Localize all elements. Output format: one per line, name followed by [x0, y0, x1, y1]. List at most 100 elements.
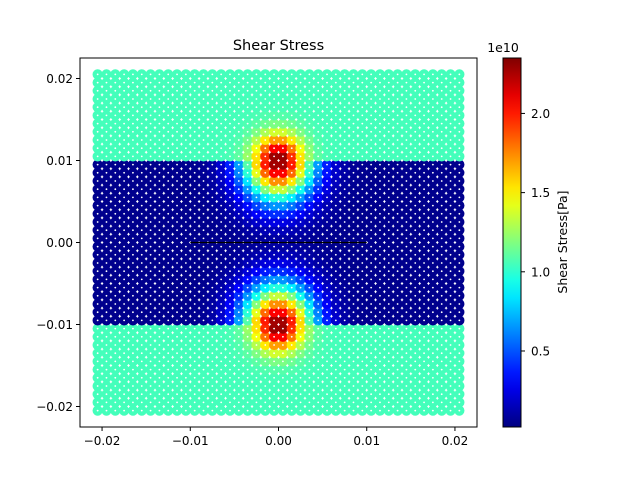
node-marker	[167, 130, 170, 133]
node-marker	[184, 155, 187, 158]
node-marker	[405, 212, 408, 215]
node-marker	[458, 385, 461, 387]
node-marker	[105, 237, 108, 240]
node-marker	[282, 278, 284, 281]
node-marker	[458, 294, 461, 297]
node-marker	[149, 147, 152, 150]
node-marker	[405, 188, 408, 191]
node-marker	[334, 245, 337, 248]
node-marker	[193, 344, 196, 346]
node-marker	[370, 229, 373, 232]
node-marker	[299, 278, 302, 281]
node-marker	[202, 245, 205, 248]
node-marker	[105, 352, 108, 355]
node-marker	[246, 106, 249, 109]
node-marker	[370, 106, 373, 109]
node-marker	[334, 237, 337, 240]
colorbar-tick-label: 2.0	[531, 107, 550, 121]
node-marker	[167, 245, 170, 248]
node-marker	[229, 180, 231, 182]
node-marker	[440, 311, 443, 314]
node-marker	[458, 360, 461, 363]
node-marker	[431, 106, 434, 109]
node-marker	[264, 376, 267, 379]
node-marker	[361, 122, 364, 125]
node-marker	[282, 106, 284, 109]
node-marker	[114, 212, 117, 215]
node-marker	[176, 278, 178, 281]
node-marker	[317, 130, 320, 133]
node-marker	[211, 262, 214, 264]
node-marker	[423, 130, 425, 133]
node-marker	[352, 139, 355, 141]
node-marker	[334, 163, 337, 166]
node-marker	[352, 204, 355, 207]
node-marker	[105, 221, 108, 223]
node-marker	[264, 262, 267, 264]
node-marker	[396, 171, 399, 174]
node-marker	[184, 385, 187, 387]
node-marker	[123, 262, 126, 264]
node-marker	[317, 196, 320, 199]
node-marker	[423, 114, 425, 117]
node-marker	[370, 221, 373, 223]
node-marker	[114, 344, 117, 346]
node-marker	[290, 245, 293, 248]
node-marker	[361, 180, 364, 182]
node-marker	[290, 303, 293, 305]
node-marker	[290, 376, 293, 379]
node-marker	[379, 385, 381, 387]
node-marker	[140, 147, 143, 150]
node-marker	[396, 155, 399, 158]
node-marker	[379, 376, 381, 379]
node-marker	[343, 385, 346, 387]
node-marker	[273, 98, 275, 100]
node-marker	[396, 106, 399, 109]
node-marker	[449, 344, 452, 346]
node-marker	[370, 245, 373, 248]
node-marker	[343, 368, 346, 371]
node-marker	[431, 245, 434, 248]
node-marker	[246, 130, 249, 133]
node-marker	[396, 344, 399, 346]
node-marker	[264, 311, 267, 314]
node-marker	[237, 278, 240, 281]
node-marker	[193, 335, 196, 338]
node-marker	[370, 163, 373, 166]
node-marker	[458, 352, 461, 355]
node-marker	[361, 163, 364, 166]
node-marker	[105, 368, 108, 371]
node-marker	[211, 212, 214, 215]
node-marker	[343, 401, 346, 404]
node-marker	[308, 294, 311, 297]
node-marker	[282, 376, 284, 379]
node-marker	[237, 311, 240, 314]
node-marker	[361, 73, 364, 76]
node-marker	[202, 73, 205, 76]
node-marker	[184, 171, 187, 174]
node-marker	[282, 401, 284, 404]
node-marker	[202, 122, 205, 125]
node-marker	[105, 139, 108, 141]
node-marker	[96, 327, 99, 330]
node-marker	[246, 196, 249, 199]
node-marker	[246, 229, 249, 232]
node-marker	[167, 253, 170, 256]
node-marker	[352, 311, 355, 314]
node-marker	[449, 155, 452, 158]
node-marker	[379, 73, 381, 76]
node-marker	[193, 204, 196, 207]
node-marker	[273, 294, 275, 297]
node-marker	[132, 171, 134, 174]
node-marker	[326, 303, 328, 305]
node-marker	[96, 163, 99, 166]
node-marker	[105, 294, 108, 297]
node-marker	[352, 229, 355, 232]
node-marker	[414, 221, 417, 223]
node-marker	[237, 409, 240, 412]
node-marker	[326, 262, 328, 264]
node-marker	[387, 286, 390, 289]
node-marker	[132, 327, 134, 330]
node-marker	[273, 106, 275, 109]
node-marker	[282, 204, 284, 207]
